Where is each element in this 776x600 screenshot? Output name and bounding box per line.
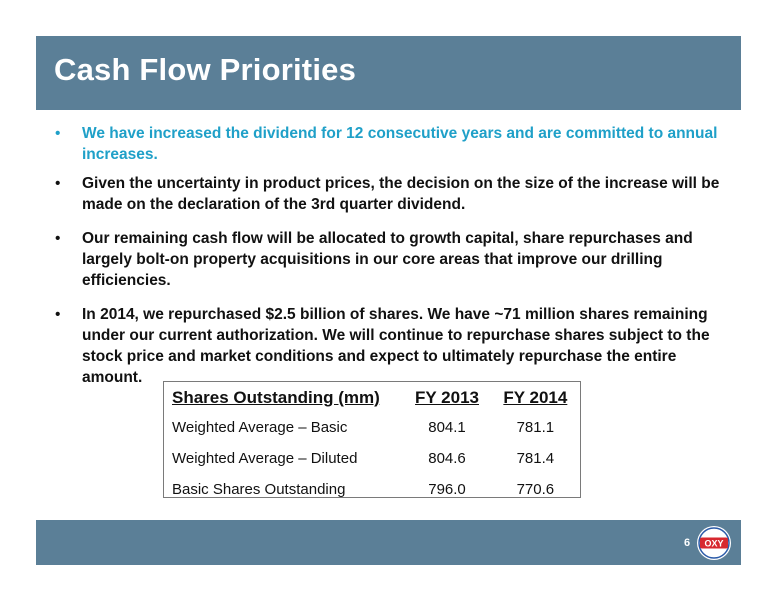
table-row: Weighted Average – Basic 804.1 781.1 (164, 412, 580, 443)
bullet-text: We have increased the dividend for 12 co… (82, 125, 718, 163)
column-header: FY 2014 (503, 388, 568, 407)
bullet-list: • We have increased the dividend for 12 … (52, 123, 732, 388)
page-number: 6 (684, 537, 691, 549)
table-row: Weighted Average – Diluted 804.6 781.4 (164, 443, 580, 474)
oxy-logo-icon: OXY (697, 526, 731, 560)
column-header: Shares Outstanding (mm) (172, 388, 380, 407)
table-cell: 796.0 (428, 481, 466, 498)
logo-text: OXY (704, 539, 723, 549)
column-header: FY 2013 (415, 388, 479, 407)
table-cell: 770.6 (516, 481, 555, 498)
row-label: Weighted Average – Basic (172, 419, 348, 436)
bullet-item: • We have increased the dividend for 12 … (52, 123, 732, 165)
bullet-text: In 2014, we repurchased $2.5 billion of … (82, 306, 710, 386)
shares-table: Shares Outstanding (mm) FY 2013 FY 2014 … (164, 382, 580, 505)
row-label: Weighted Average – Diluted (172, 450, 358, 467)
bullet-text: Our remaining cash flow will be allocate… (82, 230, 693, 289)
row-label: Basic Shares Outstanding (172, 481, 346, 498)
bullet-item: • Our remaining cash flow will be alloca… (52, 228, 732, 291)
bullet-item: • In 2014, we repurchased $2.5 billion o… (52, 304, 732, 388)
bullet-icon: • (55, 175, 61, 192)
table-cell: 781.1 (516, 419, 555, 436)
table-row: Basic Shares Outstanding 796.0 770.6 (164, 474, 580, 505)
bullet-icon: • (55, 306, 61, 323)
title-bar: Cash Flow Priorities (36, 36, 741, 110)
slide-title: Cash Flow Priorities (54, 52, 357, 87)
bullet-icon: • (55, 230, 61, 247)
table-cell: 781.4 (516, 450, 555, 467)
bullet-item: • Given the uncertainty in product price… (52, 173, 732, 215)
shares-table-box: Shares Outstanding (mm) FY 2013 FY 2014 … (163, 381, 581, 498)
table-cell: 804.1 (428, 419, 466, 436)
table-cell: 804.6 (428, 450, 466, 467)
footer-bar: 6 OXY (36, 520, 741, 565)
table-header-row: Shares Outstanding (mm) FY 2013 FY 2014 (164, 382, 580, 412)
bullet-icon: • (55, 125, 61, 142)
bullet-text: Given the uncertainty in product prices,… (82, 175, 720, 213)
